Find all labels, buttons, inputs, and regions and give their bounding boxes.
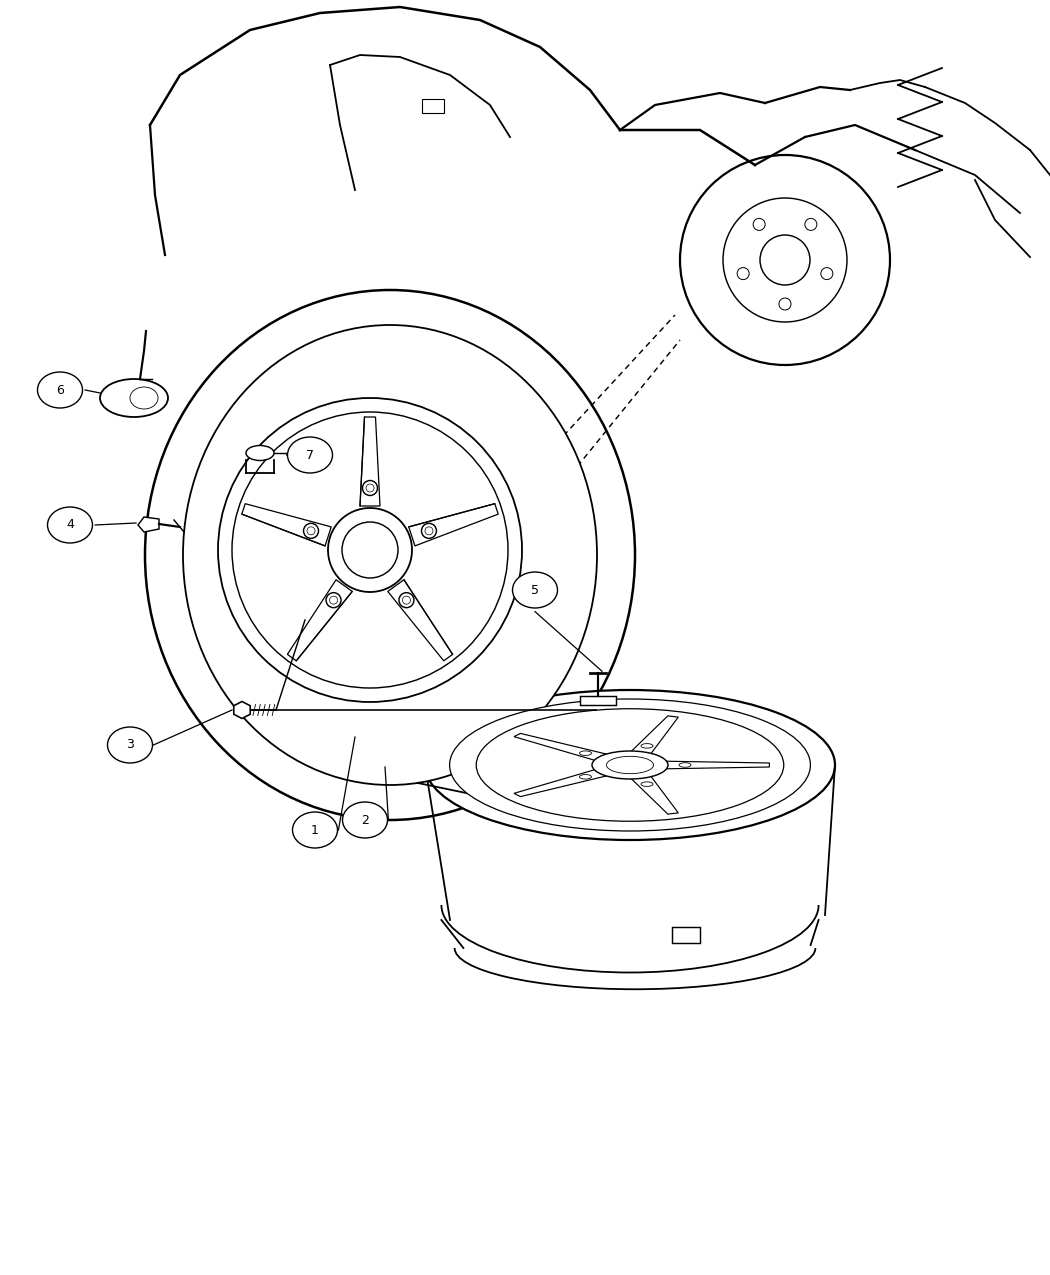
Circle shape — [330, 597, 337, 604]
Polygon shape — [514, 733, 618, 764]
Text: 1: 1 — [311, 824, 319, 836]
Ellipse shape — [47, 507, 92, 543]
Circle shape — [753, 218, 765, 231]
Bar — [422, 99, 444, 113]
Polygon shape — [627, 771, 678, 815]
Ellipse shape — [680, 156, 890, 365]
Circle shape — [328, 507, 412, 592]
Ellipse shape — [130, 388, 157, 409]
Polygon shape — [652, 761, 770, 769]
Polygon shape — [360, 417, 380, 506]
Circle shape — [805, 218, 817, 231]
Ellipse shape — [449, 699, 811, 831]
Ellipse shape — [246, 445, 274, 460]
Circle shape — [362, 481, 378, 496]
Ellipse shape — [640, 782, 653, 787]
Text: 3: 3 — [126, 738, 134, 751]
Ellipse shape — [477, 709, 783, 821]
Polygon shape — [288, 580, 352, 660]
Text: 7: 7 — [306, 449, 314, 462]
Circle shape — [307, 527, 315, 534]
Ellipse shape — [679, 762, 691, 768]
Bar — [580, 696, 616, 705]
Bar — [672, 927, 700, 944]
Ellipse shape — [293, 812, 337, 848]
Ellipse shape — [145, 289, 635, 820]
Text: 2: 2 — [361, 813, 369, 826]
Circle shape — [342, 521, 398, 578]
Circle shape — [760, 235, 810, 286]
Ellipse shape — [100, 379, 168, 417]
Circle shape — [821, 268, 833, 279]
Ellipse shape — [232, 412, 508, 688]
Ellipse shape — [640, 743, 653, 748]
Polygon shape — [514, 766, 618, 797]
Circle shape — [737, 268, 749, 279]
Ellipse shape — [183, 325, 597, 785]
Ellipse shape — [592, 751, 668, 779]
Ellipse shape — [218, 398, 522, 703]
Ellipse shape — [580, 751, 591, 755]
Circle shape — [402, 597, 411, 604]
Ellipse shape — [607, 756, 653, 774]
Polygon shape — [138, 516, 159, 532]
Circle shape — [366, 484, 374, 492]
Ellipse shape — [342, 802, 387, 838]
Circle shape — [421, 523, 437, 538]
Ellipse shape — [580, 775, 591, 779]
Circle shape — [779, 298, 791, 310]
Polygon shape — [627, 715, 678, 759]
Ellipse shape — [723, 198, 847, 323]
Polygon shape — [387, 580, 453, 660]
Circle shape — [425, 527, 433, 534]
Polygon shape — [234, 701, 250, 719]
Polygon shape — [408, 504, 498, 546]
Ellipse shape — [512, 572, 558, 608]
Ellipse shape — [107, 727, 152, 762]
Text: 6: 6 — [56, 384, 64, 397]
Polygon shape — [242, 504, 331, 546]
Text: 5: 5 — [531, 584, 539, 597]
Circle shape — [327, 593, 341, 608]
Text: 4: 4 — [66, 519, 74, 532]
Ellipse shape — [425, 690, 835, 840]
Ellipse shape — [288, 437, 333, 473]
Circle shape — [399, 593, 414, 608]
Circle shape — [303, 523, 318, 538]
Ellipse shape — [38, 372, 83, 408]
